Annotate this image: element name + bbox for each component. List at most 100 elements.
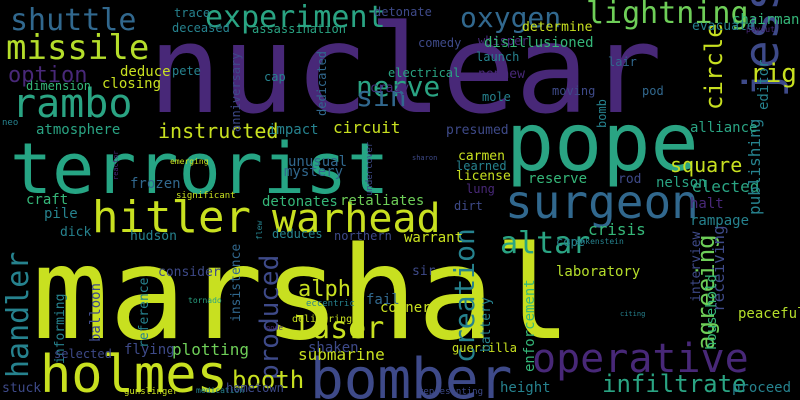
word-deduce: deduce (120, 64, 171, 80)
word-dedicated: dedicated (315, 51, 329, 116)
word-pope: pope (506, 96, 699, 189)
word-shuttle: shuttle (10, 3, 136, 38)
word-trace: trace (174, 6, 210, 20)
word-instructed: instructed (158, 119, 278, 143)
word-rod: rod (618, 172, 641, 187)
word-rampage: rampage (690, 213, 749, 229)
word-balloon: balloon (88, 283, 104, 342)
word-dick: dick (60, 225, 91, 240)
word-craft: craft (26, 192, 68, 208)
word-peaceful: peaceful (738, 306, 800, 322)
word-neo: neo (2, 118, 18, 128)
word-hometown: hometown (226, 381, 284, 395)
word-surgeon: surgeon (505, 175, 699, 229)
word-editor: editor (756, 59, 772, 110)
word-nephew: nephew (478, 67, 525, 82)
word-rambo: rambo (12, 81, 132, 127)
word-comedy: comedy (418, 36, 461, 50)
word-alliance: alliance (690, 120, 757, 136)
word-nelson: nelson (656, 175, 707, 191)
word-stuck: stuck (2, 381, 41, 396)
word-pile: pile (44, 206, 78, 222)
word-learned: learned (456, 159, 507, 173)
word-dirt: dirt (454, 199, 483, 213)
word-chairman: chairman (732, 12, 799, 28)
word-nuclear: nuclear (148, 0, 662, 141)
word-lair: lair (608, 55, 637, 69)
word-moving: moving (552, 84, 595, 98)
word-detonate: detonate (374, 5, 432, 19)
word-disillusioned: disillusioned (484, 35, 594, 51)
word-tornado: tornado (188, 296, 222, 305)
word-infiltrate: infiltrate (602, 370, 747, 398)
word-anniversary: anniversary (229, 53, 243, 132)
word-laboratory: laboratory (556, 264, 640, 280)
word-jessica: jessica (734, 0, 790, 98)
word-creation: creation (448, 228, 481, 363)
word-crazy: crazy (370, 81, 409, 96)
word-undercover: undercover (365, 141, 375, 196)
word-license: license (456, 169, 511, 184)
word-enforcement: enforcement (522, 279, 538, 372)
word-medication: medication (196, 386, 244, 395)
word-dimension: dimension (26, 79, 91, 93)
word-mystery: mystery (284, 164, 343, 180)
word-northern: northern (334, 229, 392, 243)
word-marshal: marshal (32, 220, 571, 369)
word-selected: selected (54, 347, 112, 361)
word-presumed: presumed (446, 123, 509, 138)
word-square: square (670, 153, 742, 177)
word-reserve: reserve (528, 171, 587, 187)
word-cap: cap (264, 70, 286, 84)
word-sin: sin (356, 80, 407, 113)
word-sharon: sharon (412, 154, 437, 162)
word-determine: determine (522, 20, 593, 35)
word-payout: payout (746, 25, 775, 34)
word-citing: citing (620, 310, 645, 318)
word-reactor: reactor (112, 150, 120, 180)
word-detonates: detonates (262, 194, 338, 210)
word-pete: pete (172, 64, 201, 78)
word-laser: laser (294, 311, 384, 346)
word-closing: closing (102, 76, 161, 92)
word-trankenstein: trankenstein (566, 237, 624, 246)
word-insistence: insistence (229, 244, 244, 322)
word-booth: booth (232, 366, 304, 394)
word-circle: circle (700, 23, 728, 110)
word-hudson: hudson (130, 229, 177, 244)
word-rig: rig (750, 59, 797, 89)
word-submarine: submarine (298, 345, 385, 364)
word-bomb: bomb (595, 99, 609, 128)
word-significant: significant (176, 191, 236, 201)
word-terrorist: terrorist (10, 128, 389, 210)
word-shaken: shaken (308, 340, 359, 356)
word-evacuate: evacuate (692, 19, 755, 34)
word-oxygen: oxygen (460, 1, 561, 34)
word-hitler: hitler (92, 192, 251, 243)
word-electrical: electrical (388, 66, 460, 80)
word-nerve: nerve (356, 70, 440, 103)
word-guerrilla: guerrilla (452, 341, 517, 355)
word-alpha: alpha (298, 277, 364, 302)
word-gunslinger: gunslinger (124, 387, 179, 397)
word-interview: interview (689, 231, 704, 302)
word-flew: flew (255, 221, 264, 240)
word-sir: sir (412, 264, 436, 279)
word-atmosphere: atmosphere (36, 122, 120, 138)
word-proceed: proceed (732, 380, 791, 396)
word-receiving: receiving (709, 225, 728, 312)
word-lightning: lightning (586, 0, 749, 31)
word-carmen: carmen (458, 149, 505, 164)
word-height: height (500, 380, 551, 396)
word-representing: representing (418, 387, 483, 397)
word-battery: battery (479, 297, 494, 352)
word-fail: fail (366, 292, 400, 308)
word-corner: corner (380, 300, 431, 316)
word-option: option (8, 63, 87, 88)
word-halt: halt (690, 196, 724, 212)
word-produced: produced (255, 255, 285, 380)
word-crisis: crisis (588, 220, 646, 239)
word-launch: launch (476, 50, 519, 64)
